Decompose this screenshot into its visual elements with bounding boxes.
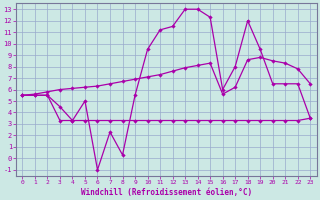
X-axis label: Windchill (Refroidissement éolien,°C): Windchill (Refroidissement éolien,°C) <box>81 188 252 197</box>
